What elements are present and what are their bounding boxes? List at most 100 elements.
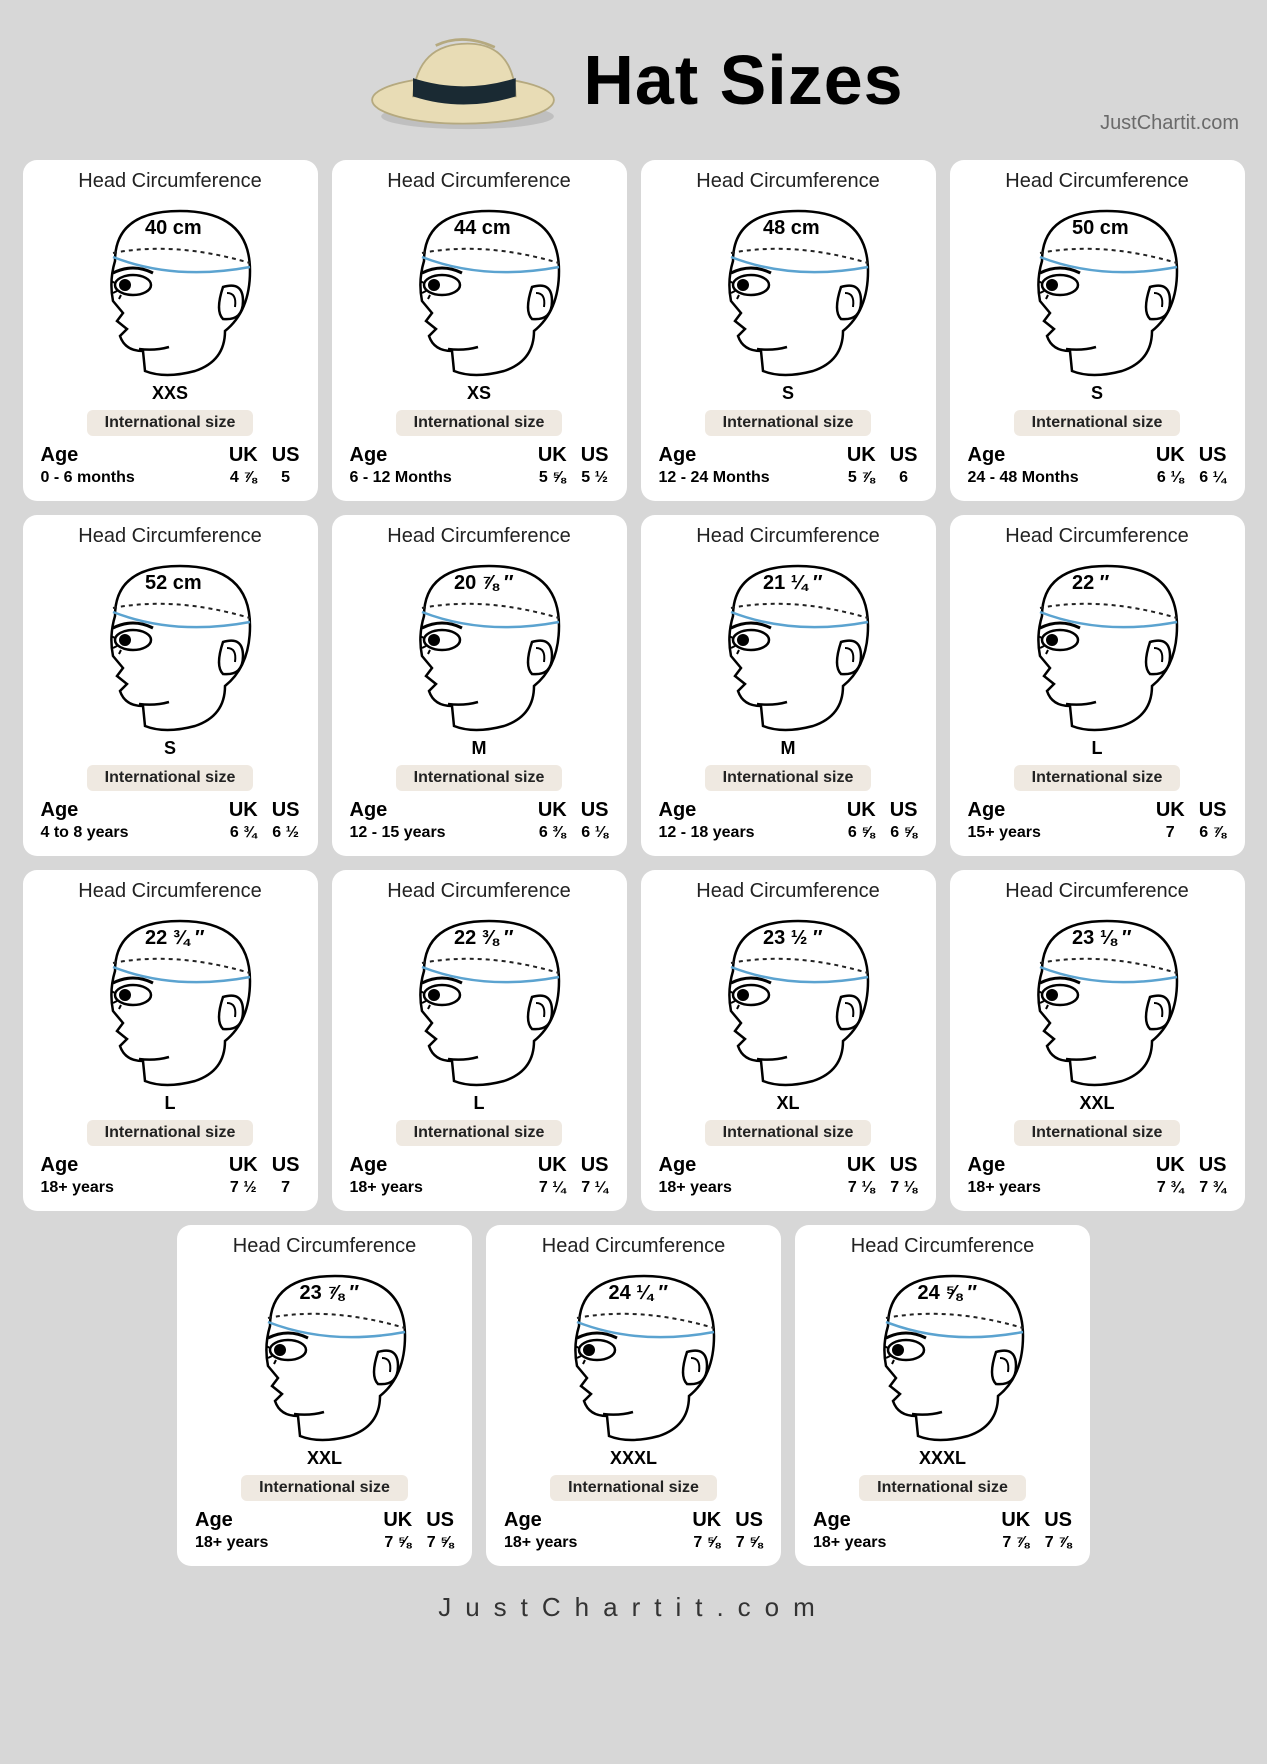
age-value: 12 - 24 Months — [659, 469, 770, 487]
data-row: Age 18+ years UK 7 ⅝ US 7 ⅝ — [189, 1509, 460, 1552]
card-title: Head Circumference — [387, 525, 570, 548]
age-column: Age 15+ years — [968, 799, 1041, 842]
us-header: US — [735, 1509, 763, 1532]
age-column: Age 18+ years — [813, 1509, 886, 1552]
international-pill: International size — [396, 1120, 563, 1146]
us-value: 6 ¼ — [1199, 469, 1226, 487]
international-pill: International size — [1014, 1120, 1181, 1146]
uk-value: 4 ⅞ — [230, 469, 257, 487]
circumference-label: 48 cm — [763, 217, 820, 240]
international-pill: International size — [705, 765, 872, 791]
us-value: 6 — [899, 469, 908, 487]
us-column: US 6 ⅞ — [1199, 799, 1227, 842]
us-header: US — [890, 1154, 918, 1177]
footer: JustChartit.com — [18, 1592, 1249, 1623]
age-column: Age 18+ years — [968, 1154, 1041, 1197]
size-card: Head Circumference 52 cm — [23, 515, 318, 856]
circumference-label: 23 ½ ″ — [763, 927, 823, 950]
us-header: US — [581, 799, 609, 822]
age-header: Age — [350, 444, 388, 467]
size-card: Head Circumference 21 ¼ ″ — [641, 515, 936, 856]
size-code: L — [474, 1093, 485, 1114]
us-value: 7 ⅝ — [427, 1534, 454, 1552]
size-code: XXXL — [610, 1448, 657, 1469]
circumference-label: 22 ″ — [1072, 572, 1109, 595]
international-pill: International size — [87, 410, 254, 436]
us-column: US 6 ⅛ — [581, 799, 609, 842]
head-diagram: 22 ″ — [992, 556, 1202, 736]
circumference-label: 24 ⅝ ″ — [918, 1282, 978, 1305]
age-value: 18+ years — [41, 1179, 114, 1197]
us-column: US 7 — [272, 1154, 300, 1197]
head-diagram: 24 ⅝ ″ — [838, 1266, 1048, 1446]
uk-header: UK — [229, 799, 258, 822]
us-header: US — [890, 799, 918, 822]
size-card: Head Circumference 40 cm — [23, 160, 318, 501]
size-card: Head Circumference 22 ¾ ″ — [23, 870, 318, 1211]
us-value: 7 ⅞ — [1045, 1534, 1072, 1552]
uk-header: UK — [1156, 1154, 1185, 1177]
age-value: 18+ years — [813, 1534, 886, 1552]
uk-header: UK — [1156, 799, 1185, 822]
age-column: Age 18+ years — [41, 1154, 114, 1197]
uk-header: UK — [229, 444, 258, 467]
uk-header: UK — [1156, 444, 1185, 467]
us-value: 7 ⅝ — [736, 1534, 763, 1552]
card-title: Head Circumference — [387, 880, 570, 903]
international-pill: International size — [396, 410, 563, 436]
uk-column: UK 7 ½ — [229, 1154, 258, 1197]
circumference-label: 20 ⅞ ″ — [454, 572, 514, 595]
data-row: Age 12 - 15 years UK 6 ⅜ US 6 ⅛ — [344, 799, 615, 842]
uk-column: UK 7 ⅝ — [383, 1509, 412, 1552]
age-value: 0 - 6 months — [41, 469, 135, 487]
card-title: Head Circumference — [78, 880, 261, 903]
us-header: US — [1199, 1154, 1227, 1177]
age-header: Age — [41, 444, 79, 467]
uk-value: 7 — [1166, 824, 1175, 842]
age-value: 18+ years — [350, 1179, 423, 1197]
size-code: S — [1091, 383, 1103, 404]
international-pill: International size — [550, 1475, 717, 1501]
us-column: US 6 — [890, 444, 918, 487]
header: Hat Sizes JustChartit.com — [18, 20, 1249, 140]
age-value: 18+ years — [195, 1534, 268, 1552]
uk-column: UK 7 ⅝ — [692, 1509, 721, 1552]
uk-header: UK — [229, 1154, 258, 1177]
us-column: US 6 ⅝ — [890, 799, 918, 842]
size-code: XXL — [1079, 1093, 1114, 1114]
uk-value: 6 ⅛ — [1157, 469, 1184, 487]
us-value: 6 ⅝ — [890, 824, 917, 842]
head-diagram: 23 ⅛ ″ — [992, 911, 1202, 1091]
size-code: M — [472, 738, 487, 759]
age-column: Age 18+ years — [659, 1154, 732, 1197]
size-code: XXL — [307, 1448, 342, 1469]
us-header: US — [1199, 799, 1227, 822]
age-header: Age — [350, 1154, 388, 1177]
head-diagram: 48 cm — [683, 201, 893, 381]
us-column: US 7 ¾ — [1199, 1154, 1227, 1197]
uk-column: UK 6 ¾ — [229, 799, 258, 842]
us-column: US 7 ⅛ — [890, 1154, 918, 1197]
us-column: US 5 — [272, 444, 300, 487]
age-column: Age 0 - 6 months — [41, 444, 135, 487]
uk-value: 7 ½ — [230, 1179, 257, 1197]
head-diagram: 20 ⅞ ″ — [374, 556, 584, 736]
international-pill: International size — [1014, 410, 1181, 436]
size-card: Head Circumference 24 ⅝ ″ — [795, 1225, 1090, 1566]
uk-header: UK — [538, 1154, 567, 1177]
size-card: Head Circumference 48 cm — [641, 160, 936, 501]
us-header: US — [426, 1509, 454, 1532]
us-header: US — [272, 799, 300, 822]
age-header: Age — [659, 799, 697, 822]
us-value: 7 ¼ — [581, 1179, 608, 1197]
us-header: US — [272, 1154, 300, 1177]
card-title: Head Circumference — [1005, 525, 1188, 548]
us-column: US 7 ¼ — [581, 1154, 609, 1197]
us-header: US — [581, 1154, 609, 1177]
age-header: Age — [968, 1154, 1006, 1177]
size-card: Head Circumference 22 ⅜ ″ — [332, 870, 627, 1211]
uk-header: UK — [538, 444, 567, 467]
uk-column: UK 6 ⅝ — [847, 799, 876, 842]
age-value: 18+ years — [659, 1179, 732, 1197]
data-row: Age 4 to 8 years UK 6 ¾ US 6 ½ — [35, 799, 306, 842]
